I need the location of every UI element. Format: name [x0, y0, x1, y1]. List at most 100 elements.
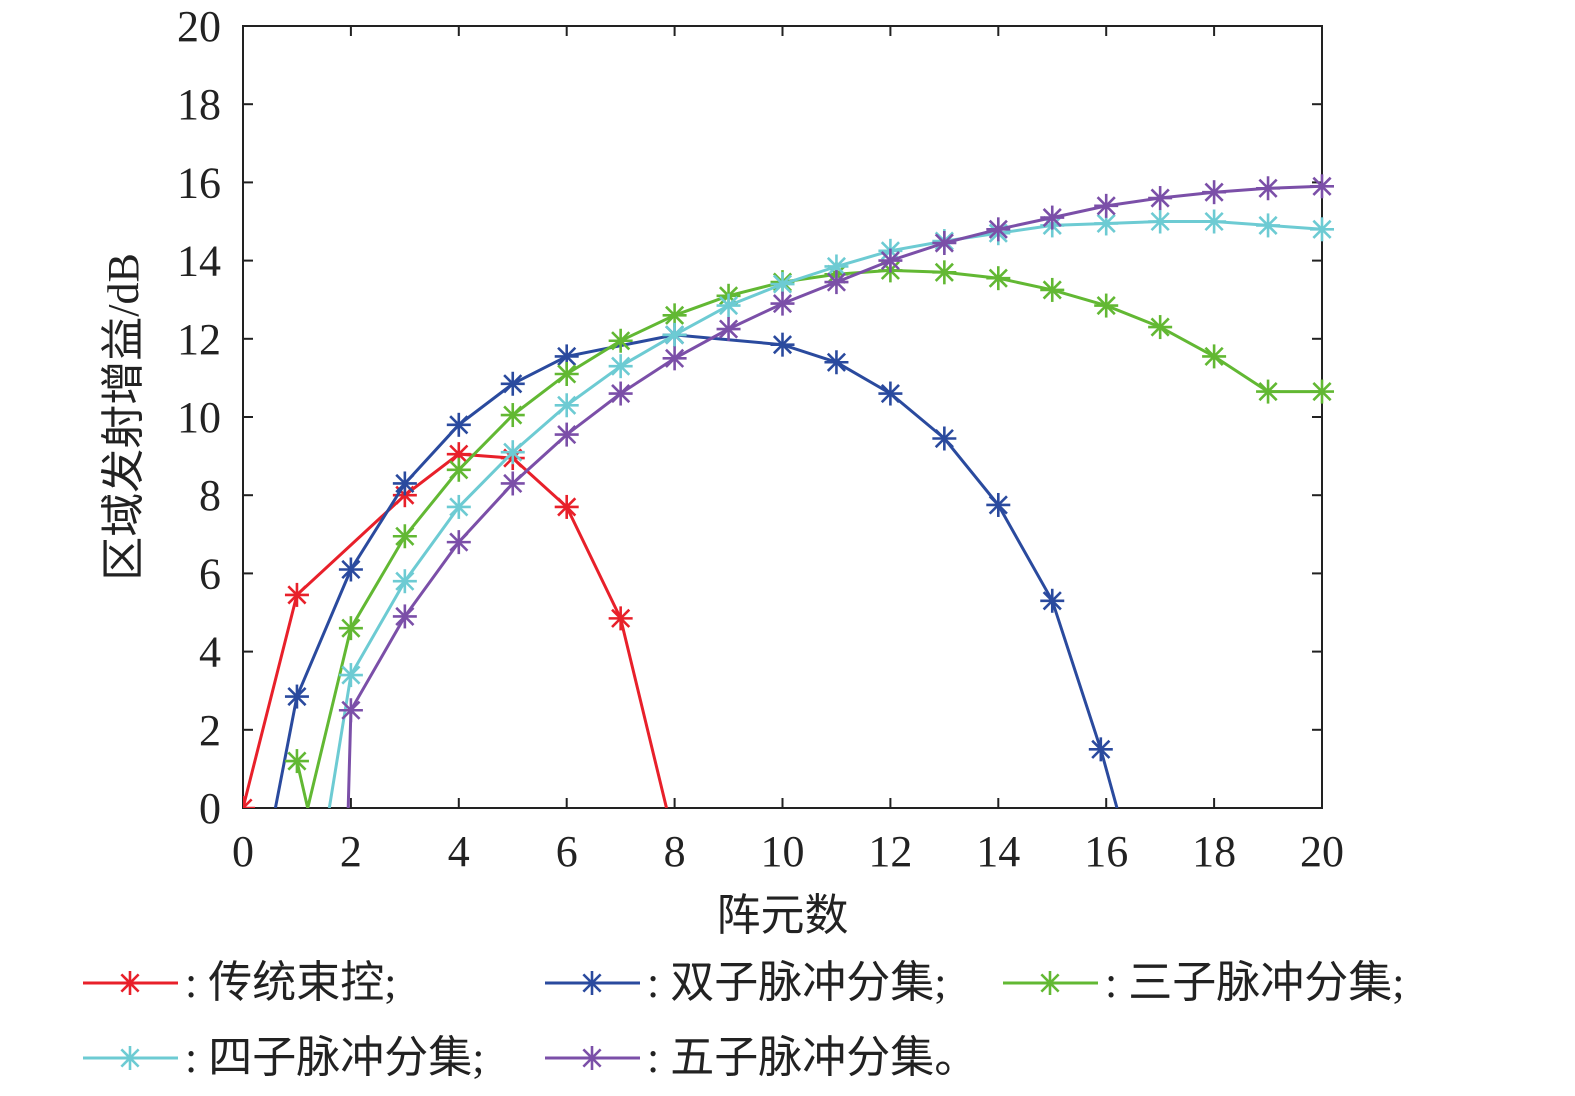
legend-label: : 传统束控;	[185, 958, 396, 1007]
data-point	[554, 361, 579, 386]
y-tick-label: 8	[199, 471, 221, 520]
legend-item: : 双子脉冲分集;	[545, 958, 946, 1007]
data-point	[392, 471, 417, 496]
series-layer	[243, 174, 1334, 808]
data-point	[662, 322, 687, 347]
y-tick-label: 14	[177, 237, 221, 286]
data-point	[1310, 174, 1334, 199]
data-point	[446, 412, 471, 437]
y-tick-label: 4	[199, 628, 221, 677]
legend-marker	[580, 971, 604, 995]
data-point	[446, 442, 471, 467]
legend-label: : 双子脉冲分集;	[647, 958, 946, 1007]
data-point	[1148, 315, 1173, 340]
data-point	[1256, 379, 1281, 404]
x-tick-label: 18	[1192, 827, 1236, 876]
data-point	[1256, 213, 1281, 238]
y-tick-label: 6	[199, 549, 221, 598]
legend-marker	[580, 1046, 604, 1070]
x-tick-label: 2	[340, 827, 362, 876]
series-line	[327, 220, 1323, 808]
y-tick-label: 2	[199, 706, 221, 755]
data-point	[338, 663, 363, 688]
data-point	[608, 328, 633, 353]
y-tick-label: 20	[177, 2, 221, 51]
data-point	[554, 393, 579, 418]
x-tick-label: 8	[664, 827, 686, 876]
legend-label: : 五子脉冲分集。	[647, 1033, 978, 1082]
data-point	[284, 684, 309, 709]
series-5	[338, 174, 1334, 808]
series-4	[327, 209, 1334, 808]
x-tick-label: 0	[232, 827, 254, 876]
x-tick-label: 4	[448, 827, 470, 876]
legend-marker	[118, 971, 142, 995]
data-point	[1094, 293, 1119, 318]
x-tick-label: 10	[761, 827, 805, 876]
data-point	[338, 698, 363, 723]
data-point	[932, 426, 957, 451]
series-3	[284, 258, 1334, 808]
y-tick-label: 18	[177, 80, 221, 129]
data-point	[608, 354, 633, 379]
data-point	[500, 440, 525, 465]
data-point	[554, 422, 579, 447]
legend-label: : 四子脉冲分集;	[185, 1033, 484, 1082]
data-point	[1094, 193, 1119, 218]
data-point	[284, 749, 309, 774]
legend-item: : 四子脉冲分集;	[83, 1033, 484, 1082]
y-tick-label: 16	[177, 158, 221, 207]
legend-item: : 三子脉冲分集;	[1003, 958, 1404, 1007]
data-point	[932, 260, 957, 285]
data-point	[1310, 379, 1334, 404]
plot-area	[242, 25, 1323, 809]
data-point	[986, 492, 1011, 517]
data-point	[608, 606, 633, 631]
data-point	[446, 530, 471, 555]
legend-marker	[118, 1046, 142, 1070]
data-point	[338, 557, 363, 582]
data-point	[878, 248, 903, 273]
data-point	[770, 291, 795, 316]
x-tick-label: 6	[556, 827, 578, 876]
data-point	[770, 332, 795, 357]
data-point	[446, 494, 471, 519]
data-point	[554, 494, 579, 519]
data-point	[1148, 186, 1173, 211]
plot-frame	[242, 25, 1323, 809]
data-point	[716, 293, 741, 318]
x-tick-label: 20	[1300, 827, 1344, 876]
y-tick-label: 12	[177, 315, 221, 364]
legend-label: : 三子脉冲分集;	[1105, 958, 1404, 1007]
data-point	[986, 217, 1011, 242]
data-point	[392, 569, 417, 594]
data-point	[338, 616, 363, 641]
x-tick-label: 14	[976, 827, 1020, 876]
series-line	[243, 452, 668, 808]
data-point	[1202, 180, 1227, 205]
data-point	[1202, 209, 1227, 234]
data-point	[1088, 737, 1113, 762]
data-point	[284, 582, 309, 607]
legend-item: : 传统束控;	[83, 958, 396, 1007]
data-point	[1148, 209, 1173, 234]
x-tick-label: 12	[868, 827, 912, 876]
legend: : 传统束控; : 双子脉冲分集; : 三子脉冲分集; : 四子脉冲分集; : 五子脉冲…	[83, 958, 1404, 1082]
data-point	[716, 317, 741, 342]
series-2	[273, 322, 1119, 808]
x-tick-label: 16	[1084, 827, 1128, 876]
data-point	[500, 403, 525, 428]
data-point	[1040, 277, 1065, 302]
data-point	[1202, 344, 1227, 369]
data-point	[1040, 588, 1065, 613]
data-point	[932, 231, 957, 256]
data-point	[243, 796, 255, 808]
data-point	[500, 371, 525, 396]
data-point	[662, 346, 687, 371]
x-axis-label: 阵元数	[717, 891, 849, 940]
y-tick-label: 10	[177, 393, 221, 442]
y-axis-label: 区域发射增益/dB	[99, 253, 148, 581]
data-point	[392, 524, 417, 549]
data-point	[500, 471, 525, 496]
